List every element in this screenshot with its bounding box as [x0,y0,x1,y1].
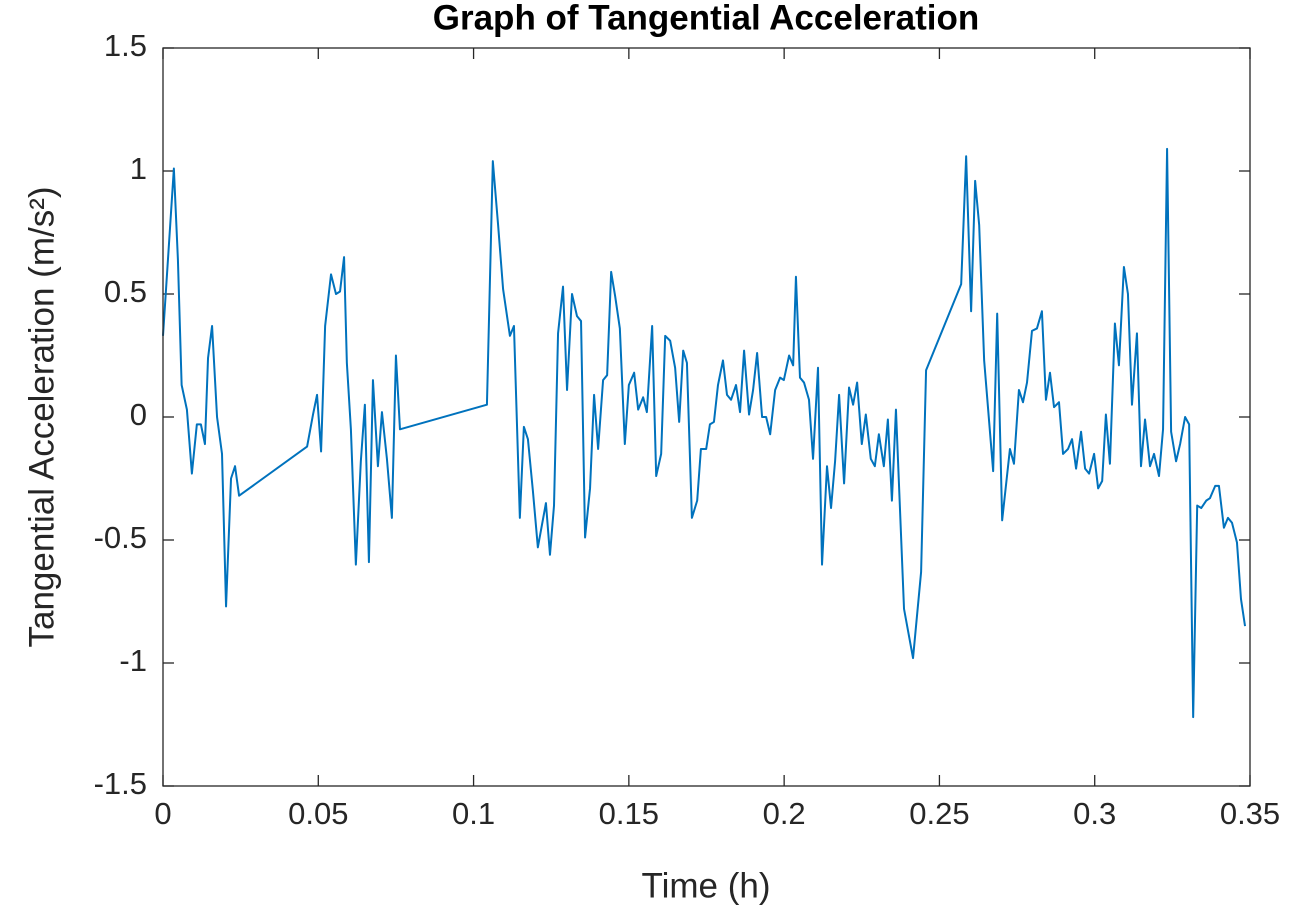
x-tick-label: 0.1 [452,796,495,831]
x-tick-label: 0.25 [909,796,969,831]
y-tick-label: -1 [119,643,147,678]
x-tick-label: 0.15 [599,796,659,831]
y-tick-label: 1 [130,151,147,186]
y-tick-label: 0.5 [104,274,147,309]
y-tick-label: 1.5 [104,28,147,63]
y-tick-label: -1.5 [94,766,147,801]
plot-area [163,48,1250,786]
x-axis-label: Time (h) [642,866,771,905]
y-axis-label: Tangential Acceleration (m/s²) [22,186,61,647]
x-tick-label: 0.3 [1073,796,1116,831]
x-tick-label: 0.2 [763,796,806,831]
chart-title: Graph of Tangential Acceleration [433,0,979,37]
x-tick-label: 0.05 [288,796,348,831]
x-tick-label: 0 [154,796,171,831]
y-tick-label: -0.5 [94,520,147,555]
y-tick-label: 0 [130,397,147,432]
x-tick-label: 0.35 [1220,796,1280,831]
axes-box [162,47,1251,787]
data-line [162,147,1247,719]
